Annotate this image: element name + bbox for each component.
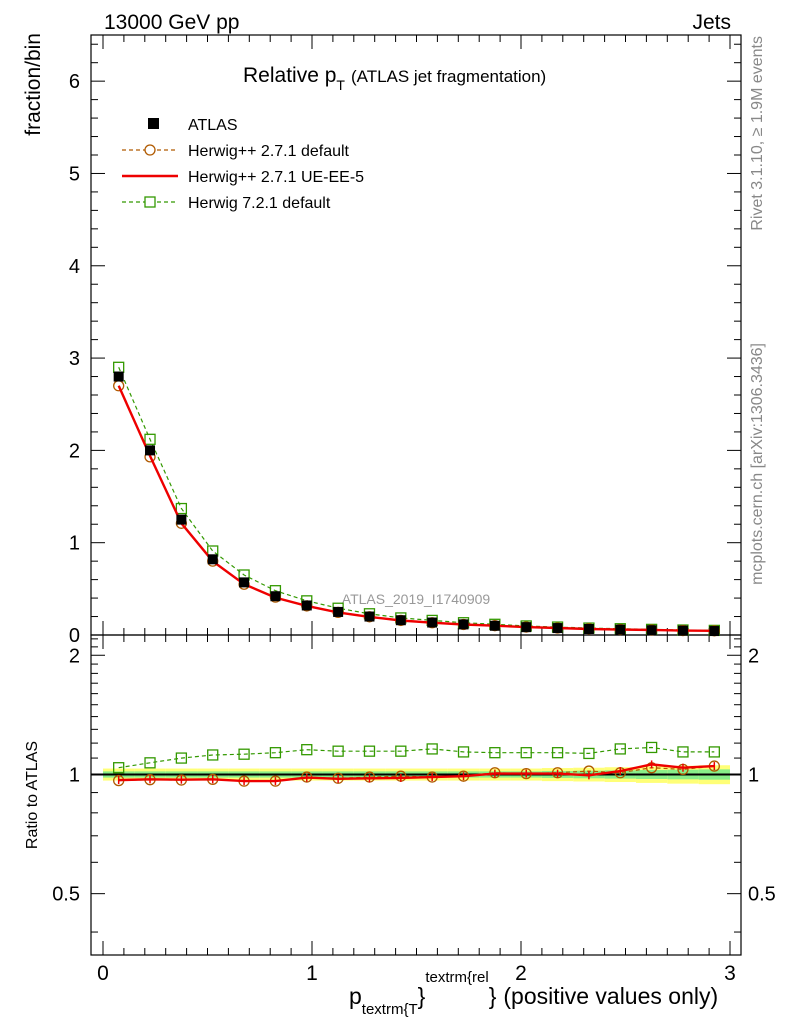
data-point (176, 514, 187, 525)
data-point (175, 502, 188, 515)
data-point (145, 445, 156, 456)
data-point (708, 746, 720, 758)
x-label-rest: (positive values only) (503, 983, 718, 1009)
mcplots-label: mcplots.cern.ch [arXiv:1306.3436] (749, 343, 766, 585)
title-main: Relative p (243, 64, 336, 87)
data-point (363, 745, 376, 757)
data-point (551, 747, 564, 759)
axis-tick-labels: 0 1 2 3 4 5 6 0 1 2 3 0.5 0.5 1 1 2 2 (52, 71, 776, 985)
legend-label: Herwig++ 2.7.1 default (188, 143, 350, 160)
data-point (395, 745, 407, 757)
x-label-p: p (349, 983, 362, 1009)
data-point (333, 606, 344, 617)
x-label-close: } (489, 983, 497, 1009)
x-label-subscript-close: } (418, 983, 426, 1009)
ratio-panel-frame (90, 634, 742, 956)
data-point (239, 577, 250, 588)
rivet-version-label: Rivet 3.1.10, ≥ 1.9M events (749, 36, 766, 231)
data-point (364, 611, 375, 622)
ratio-tick-label: 2 (69, 645, 80, 667)
header-category: Jets (692, 11, 731, 34)
ratio-series-group (113, 741, 720, 787)
series-line (117, 385, 715, 632)
data-point (395, 615, 406, 626)
legend: ATLAS Herwig++ 2.7.1 default Herwig++ 2.7.… (122, 117, 364, 212)
data-point (332, 745, 344, 757)
x-tick-label: 3 (724, 962, 736, 985)
x-tick-label: 1 (306, 962, 318, 985)
x-label-superscript: textrm{rel (425, 969, 488, 986)
data-point (458, 619, 469, 630)
data-point (238, 748, 250, 760)
ratio-tick-label-right: 2 (748, 645, 759, 667)
legend-marker (148, 118, 159, 129)
data-point (489, 747, 501, 759)
y-tick-label: 0 (69, 625, 80, 647)
data-point (457, 746, 470, 758)
legend-label: Herwig 7.2.1 default (188, 195, 331, 212)
x-tick-label: 0 (97, 962, 109, 985)
data-point (301, 744, 313, 756)
legend-label: ATLAS (188, 117, 238, 134)
analysis-watermark: ATLAS_2019_I1740909 (342, 591, 491, 607)
ratio-tick-label: 1 (69, 764, 80, 786)
data-point (645, 741, 658, 754)
data-point (144, 433, 156, 445)
data-point (113, 762, 125, 774)
data-point (113, 371, 124, 382)
legend-marker (144, 196, 156, 208)
data-point (426, 743, 438, 755)
data-point (427, 617, 438, 628)
data-point (677, 625, 688, 636)
ratio-tick-label-right: 1 (748, 764, 759, 786)
y-tick-label: 1 (69, 533, 80, 555)
chart-title: Relative pT (ATLAS jet fragmentation) (243, 64, 546, 93)
data-point (615, 624, 626, 635)
data-point (520, 747, 532, 759)
legend-label: Herwig++ 2.7.1 UE-EE-5 (188, 169, 364, 186)
y-axis-label: fraction/bin (22, 33, 45, 136)
data-point (269, 747, 282, 759)
data-point (552, 623, 563, 634)
data-point (583, 747, 595, 760)
ratio-tick-label-right: 0.5 (748, 884, 776, 906)
ratio-uncertainty-band (91, 765, 741, 785)
x-axis-label: ptextrm{T}textrm{rel} (positive values on… (349, 969, 718, 1018)
y-tick-label: 6 (69, 71, 80, 93)
ratio-y-axis-label: Ratio to ATLAS (24, 741, 41, 849)
ratio-tick-label: 0.5 (52, 884, 80, 906)
data-point (113, 380, 125, 392)
data-point (583, 624, 594, 634)
data-point (521, 622, 532, 633)
data-point (614, 743, 626, 755)
y-tick-label: 3 (69, 348, 80, 370)
y-tick-label: 2 (69, 440, 80, 462)
data-point (709, 626, 720, 637)
data-point (175, 752, 188, 764)
data-point (489, 620, 500, 631)
main-series-group (113, 361, 720, 637)
series-line (118, 763, 715, 783)
data-point (207, 554, 218, 565)
y-tick-label: 4 (69, 256, 80, 278)
header-process: 13000 GeV pp (104, 11, 239, 34)
x-tick-label: 2 (515, 962, 527, 985)
data-point (301, 600, 312, 611)
x-label-subscript: textrm{T (362, 1001, 418, 1018)
data-point (207, 749, 219, 761)
data-point (646, 625, 657, 636)
data-point (113, 361, 125, 373)
data-point (677, 746, 689, 758)
y-tick-label: 5 (69, 163, 80, 185)
data-point (270, 591, 281, 602)
title-rest: (ATLAS jet fragmentation) (351, 67, 546, 86)
legend-marker (144, 144, 156, 156)
title-subscript: T (336, 77, 345, 93)
data-point (144, 757, 156, 769)
